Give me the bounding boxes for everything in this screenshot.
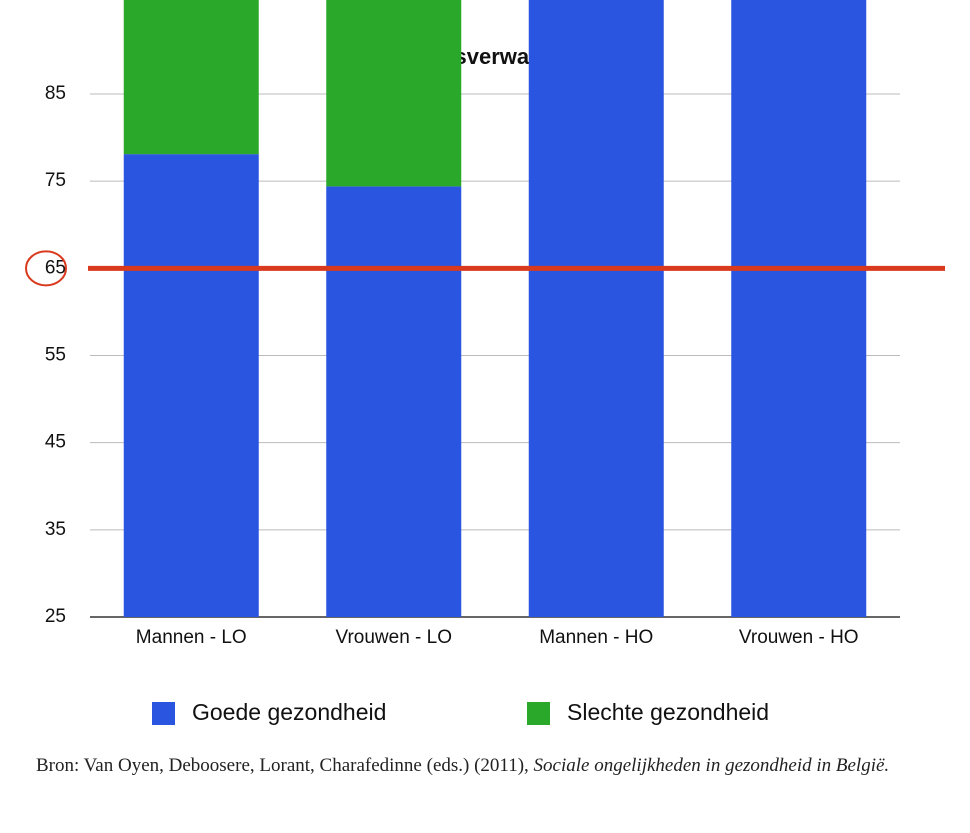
source-text: Bron: Van Oyen, Deboosere, Lorant, Chara… [36,755,529,776]
x-tick-label: Mannen - HO [539,627,653,648]
x-tick-label: Vrouwen - LO [335,627,452,648]
x-tick-label: Vrouwen - HO [739,627,859,648]
x-tick-label: Mannen - LO [136,627,247,648]
legend-swatch [152,702,175,725]
bar-segment [326,0,462,187]
y-tick-label: 85 [45,83,66,104]
bar-segment [731,0,867,618]
bar-segment [326,186,462,617]
bar-segment [528,0,664,618]
legend-label: Slechte gezondheid [567,699,769,725]
y-tick-label: 75 [45,170,66,191]
legend-label: Goede gezondheid [192,699,386,725]
y-tick-label: 65 [45,257,66,278]
y-tick-label: 55 [45,345,66,366]
legend-swatch [527,702,550,725]
bar-segment [123,154,259,617]
reference-circle [25,250,67,287]
bar-segment [123,0,259,155]
source-note: Bron: Van Oyen, Deboosere, Lorant, Chara… [36,748,936,783]
y-tick-label: 45 [45,432,66,453]
y-tick-label: 25 [45,606,66,627]
source-italic: Sociale ongelijkheden in gezondheid in B… [533,755,890,776]
y-tick-label: 35 [45,519,66,540]
